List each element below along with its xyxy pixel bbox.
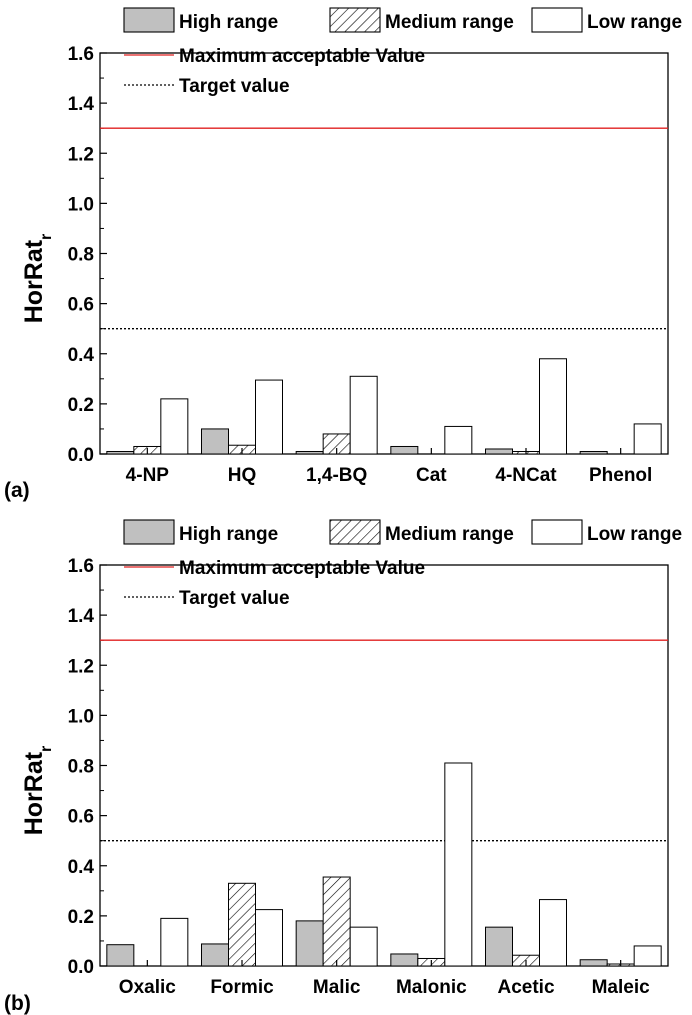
legend-swatch-medium-range [329,519,381,545]
legend-label-maximum-acceptable-value: Maximum acceptable Value [179,558,425,579]
y-axis-title-subscript: r [38,746,55,752]
panel-label: (b) [4,992,31,1015]
legend-label-low-range: Low range [587,524,682,545]
panel-label: (a) [4,479,30,502]
y-tick-label: 1.0 [68,194,94,215]
bar-hq-low-range [255,379,283,455]
bar-malonic-high-range [390,953,419,967]
y-axis-title: HorRatr [20,234,55,324]
bar-cat-high-range [390,445,419,455]
bar-formic-low-range [255,909,283,967]
legend-label-target-value: Target value [179,76,290,97]
bar-acetic-low-range [539,899,567,967]
bar-4-np-high-range [106,450,135,455]
bar-hq-high-range [201,428,229,455]
x-tick-label: Phenol [589,465,652,486]
bar-1-4-bq-high-range [295,450,324,455]
chart-panel-a: 0.0 0.2 0.4 0.6 0.8 1.0 1.2 1.4 1.6 HorRatr 4-NP HQ… [4,7,682,502]
legend-label-maximum-acceptable-value: Maximum acceptable Value [179,46,425,67]
y-tick-label: 0.4 [68,857,95,878]
legend-swatch-high-range [123,7,175,33]
bar-maleic-low-range [633,945,662,967]
legend-label-high-range: High range [179,524,278,545]
y-tick-label: 1.0 [68,706,94,727]
y-tick-label: 0.6 [68,295,94,316]
bar-oxalic-low-range [160,917,189,967]
y-tick-label: 1.2 [68,144,94,165]
y-tick-label: 1.6 [68,556,94,577]
bar-acetic-high-range [485,926,513,967]
x-tick-label: HQ [228,465,257,486]
x-tick-label: Maleic [592,977,651,998]
y-tick-label: 0.6 [68,807,94,828]
bar-malic-low-range [349,926,378,967]
x-tick-label: 4-NCat [495,465,557,486]
y-tick-label: 0.2 [68,907,94,928]
y-tick-label: 1.4 [68,606,95,627]
y-tick-label: 0.0 [68,445,94,466]
y-tick-label: 0.0 [68,957,94,978]
bar-malonic-low-range [444,762,473,967]
y-axis-title-subscript: r [38,234,55,240]
y-axis-title: HorRatr [20,746,55,836]
y-tick-label: 1.4 [68,94,95,115]
bar-4-np-low-range [160,398,189,455]
bar-formic-medium-range [228,882,256,967]
y-tick-label: 0.2 [68,395,94,416]
y-tick-label: 1.6 [68,44,94,65]
plot-frame [99,564,669,967]
bar-phenol-low-range [633,423,662,455]
legend-swatch-low-range [531,519,583,545]
bar-phenol-high-range [579,450,608,455]
x-tick-label: 1,4-BQ [306,465,367,486]
chart-panel-b: 0.0 0.2 0.4 0.6 0.8 1.0 1.2 1.4 1.6 HorRatr Oxalic… [4,519,682,1015]
legend-label-medium-range: Medium range [385,12,514,33]
bar-malic-medium-range [322,876,351,967]
bar-malic-high-range [295,920,324,967]
bar-cat-low-range [444,425,473,455]
x-tick-label: 4-NP [126,465,170,486]
legend-swatch-medium-range [329,7,381,33]
legend-label-high-range: High range [179,12,278,33]
bar-maleic-high-range [579,959,608,967]
y-tick-label: 1.2 [68,656,94,677]
bar-formic-high-range [201,943,229,967]
x-tick-label: Cat [416,465,447,486]
x-tick-label: Malic [313,977,361,998]
legend-swatch-low-range [531,7,583,33]
y-tick-label: 0.4 [68,345,95,366]
x-tick-label: Acetic [497,977,554,998]
bar-4-ncat-low-range [539,358,567,455]
bar-1-4-bq-low-range [349,375,378,455]
bar-oxalic-high-range [106,944,135,967]
y-tick-label: 0.8 [68,757,94,778]
x-tick-label: Malonic [396,977,467,998]
legend-swatch-high-range [123,519,175,545]
bar-4-ncat-high-range [485,448,513,455]
plot-frame [99,52,669,455]
legend-label-medium-range: Medium range [385,524,514,545]
x-tick-label: Oxalic [119,977,176,998]
x-tick-label: Formic [210,977,274,998]
legend-label-target-value: Target value [179,588,290,609]
legend-label-low-range: Low range [587,12,682,33]
y-tick-label: 0.8 [68,245,94,266]
